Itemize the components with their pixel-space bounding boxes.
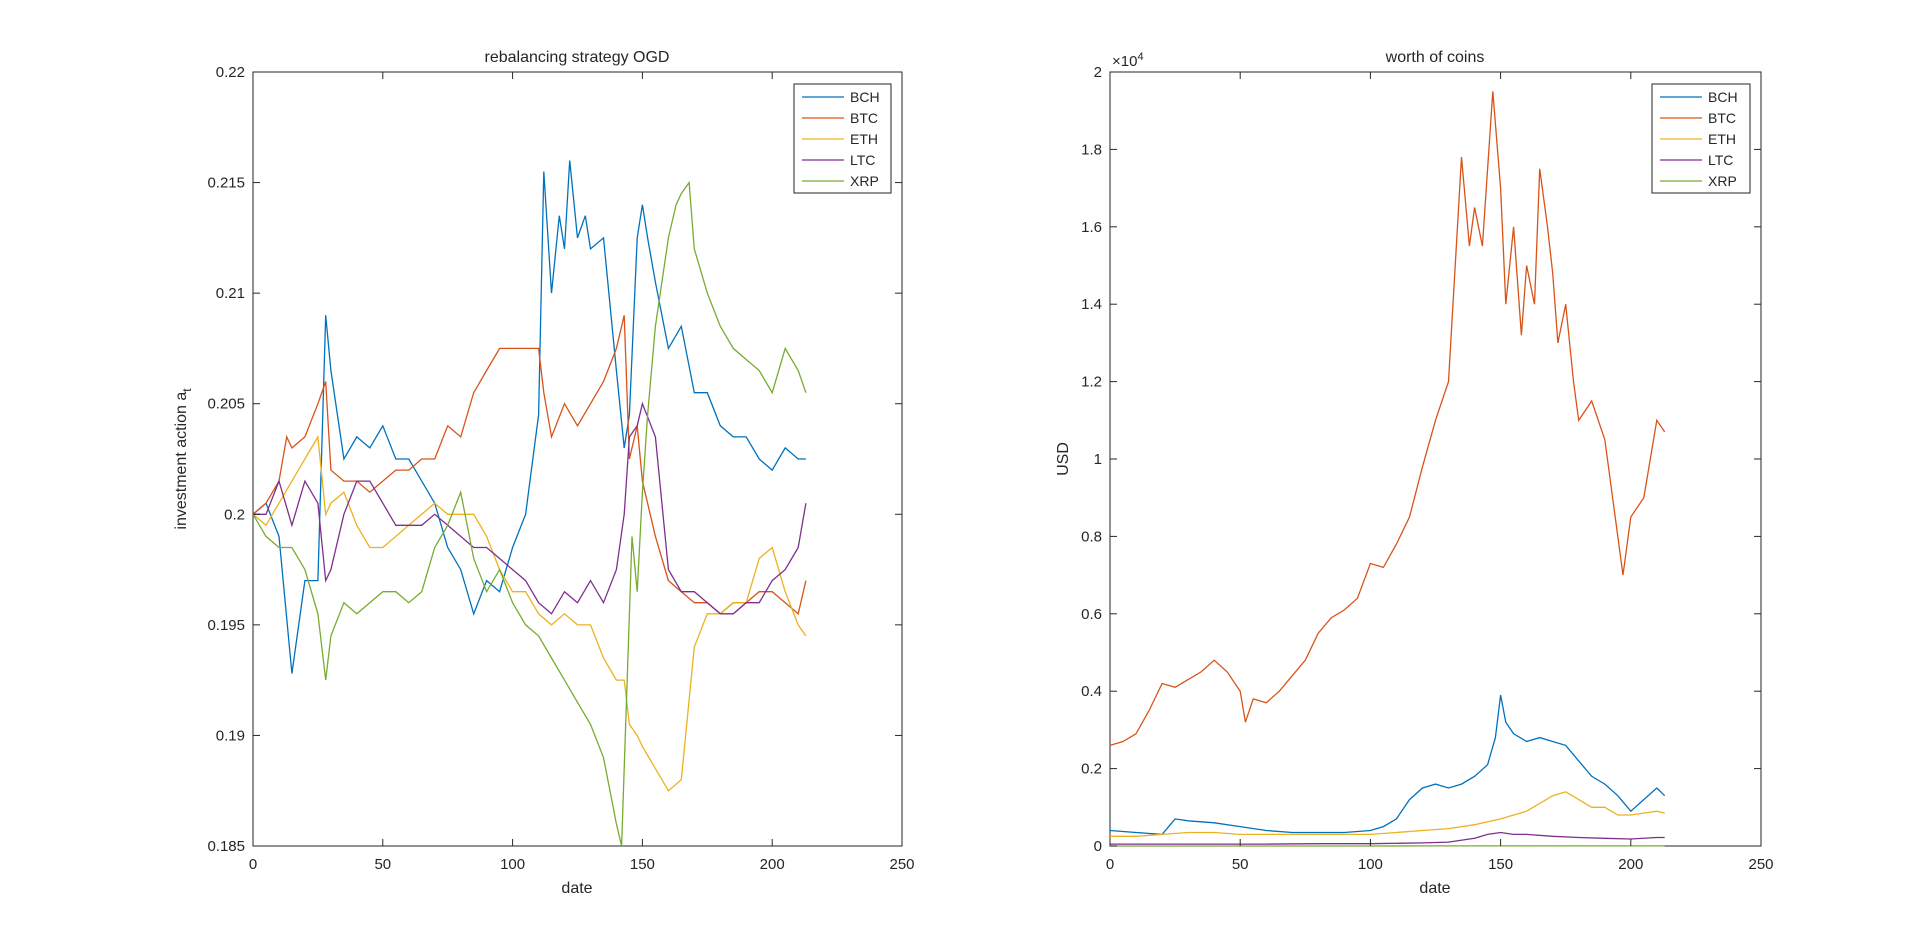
x-axis-label: date: [561, 880, 592, 897]
y-tick-label: 1.2: [1081, 374, 1102, 391]
y-tick-label: 1.4: [1081, 296, 1102, 313]
chart-title: worth of coins: [1385, 49, 1485, 66]
y-ticks: 0.185 0.19 0.195 0.2 0.205 0.21 0.215 0.22: [207, 64, 902, 855]
chart-rebalancing: 0 50 100 150 200 250 0.1850.190.1950.20.2050.…: [173, 49, 915, 897]
x-axis-label: date: [1419, 880, 1450, 897]
y-tick-label: 0.2: [224, 506, 245, 523]
plot-area: [1109, 71, 1762, 847]
legend-label-xrp: XRP: [1708, 173, 1737, 189]
legend-label-xrp: XRP: [850, 173, 879, 189]
series-lines: [1109, 91, 1666, 847]
legend-label-eth: ETH: [1708, 131, 1736, 147]
y-axis-label-main: investment action a: [173, 392, 190, 530]
y-ticks: 0 0.2 0.4 0.6 0.8 1 1.2 1.4 1.6 1.8 2: [1081, 64, 1761, 855]
y-exponent-power: 4: [1137, 51, 1143, 63]
series-line-ltc: [253, 401, 807, 615]
y-tick-label: 0.2: [1081, 761, 1102, 778]
x-tick-label: 250: [889, 856, 914, 873]
x-tick-label: 0: [249, 856, 257, 873]
y-tick-label: 1: [1094, 451, 1102, 468]
x-tick-label: 50: [374, 856, 391, 873]
x-tick-label: 50: [1232, 856, 1249, 873]
y-axis-label: USD: [1055, 442, 1072, 476]
legend: BCH BTC ETH LTC XRP: [1651, 83, 1751, 194]
legend-label-bch: BCH: [1708, 89, 1738, 105]
y-tick-label: 0.21: [216, 285, 245, 302]
chart-title: rebalancing strategy OGD: [485, 49, 670, 66]
x-tick-label: 100: [1358, 856, 1383, 873]
y-tick-label: 0.215: [207, 175, 245, 192]
x-tick-label: 150: [630, 856, 655, 873]
series-lines: [252, 160, 807, 847]
y-tick-label: 0.6: [1081, 606, 1102, 623]
y-tick-label: 2: [1094, 64, 1102, 81]
y-tick-label: 1.6: [1081, 219, 1102, 236]
series-line-eth: [252, 434, 807, 792]
y-tick-label: 0.205: [207, 396, 245, 413]
y-tick-label: 0.8: [1081, 528, 1102, 545]
x-tick-label: 200: [760, 856, 785, 873]
series-line-bch: [252, 160, 806, 674]
x-ticks: 0 50 100 150 200 250: [1106, 72, 1774, 873]
y-axis-label: investment action at: [173, 388, 194, 530]
y-tick-label: 0.4: [1081, 683, 1102, 700]
series-line-btc: [1109, 91, 1666, 747]
y-tick-label: 0.22: [216, 64, 245, 81]
y-tick-label: 0.195: [207, 617, 245, 634]
y-exponent-base: ×10: [1112, 53, 1137, 70]
x-tick-label: 200: [1618, 856, 1643, 873]
y-tick-label: 0.185: [207, 838, 245, 855]
series-line-bch: [1109, 694, 1666, 836]
legend-label-eth: ETH: [850, 131, 878, 147]
x-tick-label: 0: [1106, 856, 1114, 873]
legend-label-ltc: LTC: [850, 152, 875, 168]
y-tick-label: 1.8: [1081, 141, 1102, 158]
legend-label-btc: BTC: [850, 110, 878, 126]
series-line-eth: [1110, 791, 1665, 837]
legend-label-ltc: LTC: [1708, 152, 1733, 168]
x-ticks: 0 50 100 150 200 250: [249, 72, 915, 873]
y-axis-label-subscript: t: [180, 388, 194, 392]
x-tick-label: 250: [1748, 856, 1773, 873]
x-tick-label: 100: [500, 856, 525, 873]
legend-label-bch: BCH: [850, 89, 880, 105]
y-tick-label: 0: [1094, 838, 1102, 855]
legend: BCH BTC ETH LTC XRP: [793, 83, 892, 194]
chart-worth: 0 50 100 150 200 250 0 0.2 0.4 0.6 0.8 1 1.2 1.4 1.6 1…: [1055, 49, 1774, 897]
series-line-ltc: [1110, 831, 1665, 845]
y-tick-label: 0.19: [216, 727, 245, 744]
x-tick-label: 150: [1488, 856, 1513, 873]
plot-area: [252, 71, 903, 847]
legend-label-btc: BTC: [1708, 110, 1736, 126]
series-line-xrp: [252, 180, 807, 847]
y-exponent-label: ×104: [1112, 51, 1144, 70]
